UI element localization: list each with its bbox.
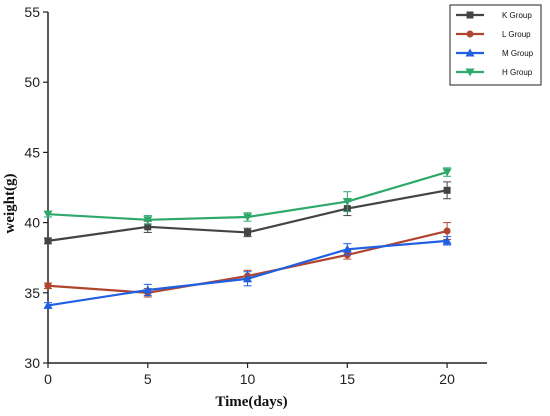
- x-tick-label: 0: [44, 371, 52, 387]
- data-point: [442, 236, 452, 245]
- data-point: [43, 300, 53, 309]
- series-layer: [43, 167, 452, 309]
- legend-label: L Group: [502, 30, 531, 39]
- data-point: [44, 237, 52, 245]
- legend-item: L Group: [456, 30, 531, 39]
- data-point: [43, 210, 53, 219]
- legend-label: K Group: [502, 11, 532, 20]
- y-tick-label: 40: [24, 215, 40, 231]
- legend-marker: [466, 30, 474, 38]
- legend-marker: [466, 11, 474, 19]
- data-point: [243, 213, 253, 222]
- y-tick-label: 45: [24, 144, 40, 160]
- y-tick-label: 50: [24, 74, 40, 90]
- data-point: [143, 285, 153, 294]
- x-axis-title: Time(days): [215, 394, 287, 410]
- x-tick-label: 20: [439, 371, 455, 387]
- data-point: [244, 228, 252, 236]
- legend-marker: [465, 68, 475, 77]
- plot-area: 0 5 10 15 20 30 35 40 45 50 55: [24, 4, 487, 387]
- legend-label: M Group: [502, 49, 534, 58]
- data-point: [443, 186, 451, 194]
- legend-item: H Group: [456, 68, 533, 77]
- data-point: [442, 168, 452, 177]
- y-tick-label: 55: [24, 4, 40, 20]
- x-axis-ticks: 0 5 10 15 20: [44, 363, 455, 387]
- data-point: [443, 227, 451, 235]
- y-tick-label: 35: [24, 285, 40, 301]
- x-tick-label: 10: [240, 371, 256, 387]
- legend-items: K Group L Group M Group H Group: [456, 11, 534, 77]
- legend-label: H Group: [502, 68, 533, 77]
- legend: K Group L Group M Group H Group: [449, 4, 542, 86]
- y-axis-ticks: 30 35 40 45 50 55: [24, 4, 48, 371]
- y-axis-title: weight(g): [2, 174, 18, 234]
- data-point: [342, 198, 352, 207]
- x-tick-label: 5: [144, 371, 152, 387]
- data-point: [143, 216, 153, 225]
- data-point: [44, 282, 52, 290]
- series-h-group: [43, 167, 452, 225]
- x-tick-label: 15: [340, 371, 356, 387]
- series-m-group: [43, 236, 452, 309]
- legend-item: K Group: [456, 11, 532, 20]
- data-point: [342, 244, 352, 253]
- legend-marker: [465, 48, 475, 57]
- legend-item: M Group: [456, 48, 534, 58]
- data-point: [144, 223, 152, 231]
- y-tick-label: 30: [24, 355, 40, 371]
- data-point: [243, 274, 253, 283]
